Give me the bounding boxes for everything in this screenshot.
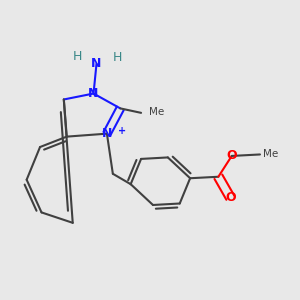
Text: Me: Me (263, 149, 278, 160)
Text: H: H (73, 50, 82, 63)
Text: N: N (88, 87, 99, 100)
Text: H: H (112, 51, 122, 64)
Text: N: N (91, 57, 102, 70)
Text: Me: Me (148, 107, 164, 117)
Text: +: + (118, 126, 126, 136)
Text: O: O (226, 149, 237, 162)
Text: N: N (102, 127, 112, 140)
Text: O: O (225, 191, 236, 204)
